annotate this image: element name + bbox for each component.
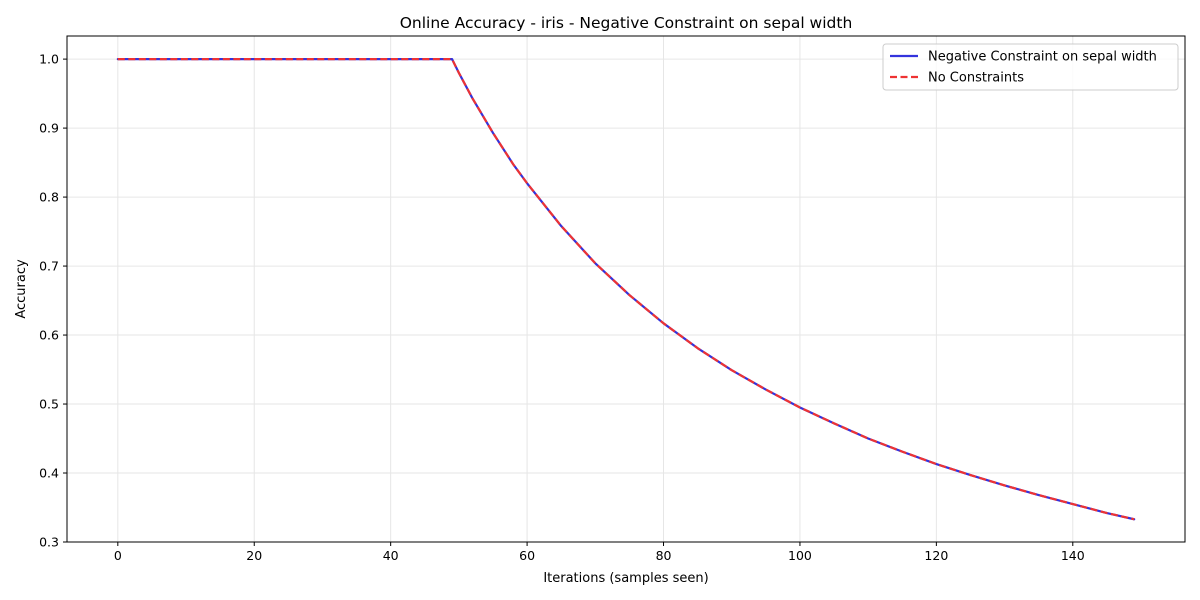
x-tick-label: 140 [1061, 548, 1085, 563]
y-tick-label: 0.7 [39, 259, 59, 274]
x-tick-label: 0 [114, 548, 122, 563]
y-tick-label: 0.9 [39, 121, 59, 136]
legend-box [882, 43, 1179, 91]
x-tick-label: 80 [656, 548, 672, 563]
legend-entry-no-constraints: No Constraints [928, 71, 1024, 86]
legend: Negative Constraint on sepal width No Co… [882, 43, 1179, 91]
x-tick-label: 120 [924, 548, 948, 563]
x-tick-label: 40 [383, 548, 399, 563]
x-axis-label: Iterations (samples seen) [543, 571, 708, 586]
y-tick-label: 1.0 [39, 52, 59, 67]
x-tick-label: 20 [246, 548, 262, 563]
legend-entry-negative-constraint: Negative Constraint on sepal width [928, 50, 1157, 65]
y-tick-label: 0.6 [39, 328, 59, 343]
x-tick-label: 60 [519, 548, 535, 563]
series-line-no-constraints [117, 58, 1135, 521]
y-tick-label: 0.4 [39, 466, 59, 481]
x-tick-label: 100 [788, 548, 812, 563]
series-layer [116, 58, 1136, 521]
axis-ticks: 0 20 40 60 80 100 120 140 0.3 0.4 0.5 0.6 0.7 0.8 0.9 1… [39, 52, 1085, 563]
y-tick-label: 0.5 [39, 397, 59, 412]
y-tick-label: 0.8 [39, 190, 59, 205]
plot-frame [66, 35, 1186, 543]
y-axis-label: Accuracy [14, 259, 29, 319]
chart-title: Online Accuracy - iris - Negative Constr… [400, 14, 853, 32]
y-tick-label: 0.3 [39, 535, 59, 550]
